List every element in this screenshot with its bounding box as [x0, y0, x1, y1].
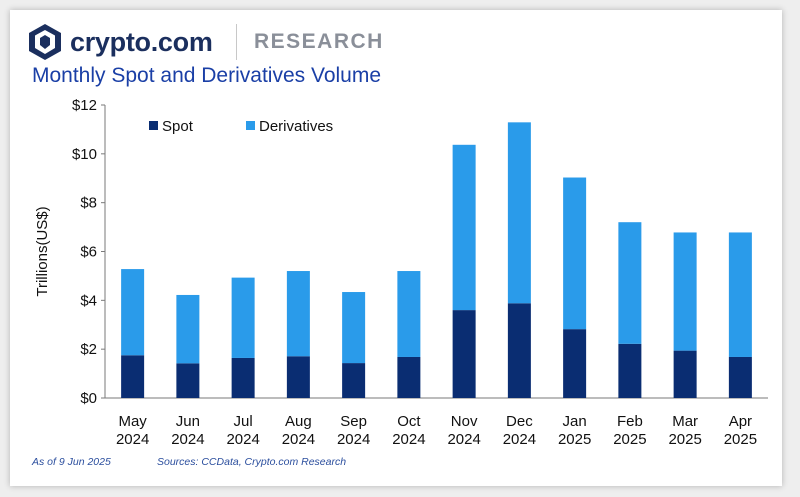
- header-divider: [236, 24, 237, 60]
- section-label: RESEARCH: [254, 30, 384, 53]
- x-tick-label-month: Jan: [563, 413, 587, 430]
- chart-title: Monthly Spot and Derivatives Volume: [32, 64, 382, 87]
- x-tick-label-month: Feb: [617, 413, 643, 430]
- x-tick-label-month: Jun: [176, 413, 200, 430]
- bar-spot-sep-2024: [342, 363, 366, 398]
- x-tick-label-month: Nov: [451, 413, 478, 430]
- x-tick-label-month: Oct: [397, 413, 421, 430]
- brand-name: crypto.com: [70, 26, 213, 57]
- x-tick-label-year: 2024: [392, 431, 425, 448]
- bar-derivatives-oct-2024: [397, 271, 421, 357]
- bar-derivatives-dec-2024: [507, 122, 531, 304]
- bar-spot-jun-2024: [176, 363, 200, 398]
- bar-derivatives-mar-2025: [673, 232, 697, 351]
- x-tick-label-year: 2024: [337, 431, 370, 448]
- x-tick-label-month: Jul: [234, 413, 253, 430]
- y-tick-label: $8: [80, 195, 97, 212]
- x-tick-label-year: 2025: [724, 431, 757, 448]
- bar-spot-may-2024: [121, 355, 145, 398]
- bar-derivatives-jun-2024: [176, 294, 200, 364]
- bar-derivatives-may-2024: [121, 269, 145, 356]
- y-axis-label: Trillions(US$): [34, 206, 51, 296]
- x-tick-label-year: 2024: [282, 431, 315, 448]
- bar-derivatives-apr-2025: [728, 232, 752, 357]
- legend-label-derivatives: Derivatives: [259, 118, 333, 135]
- bar-derivatives-aug-2024: [286, 271, 310, 357]
- bar-spot-nov-2024: [452, 310, 476, 398]
- x-tick-label-year: 2025: [558, 431, 591, 448]
- x-tick-label-year: 2024: [503, 431, 536, 448]
- x-tick-label-year: 2024: [447, 431, 480, 448]
- bar-spot-mar-2025: [673, 350, 697, 398]
- x-tick-label-year: 2024: [226, 431, 259, 448]
- bar-derivatives-jul-2024: [231, 277, 255, 358]
- stacked-bar-chart: $0$2$4$6$8$10$12Trillions(US$)May2024Jun…: [34, 97, 768, 448]
- x-tick-label-month: Sep: [340, 413, 367, 430]
- x-tick-label-year: 2024: [171, 431, 204, 448]
- x-tick-label-year: 2025: [668, 431, 701, 448]
- x-tick-label-month: Dec: [506, 413, 533, 430]
- legend-swatch-derivatives: [246, 121, 255, 130]
- bar-derivatives-feb-2025: [618, 222, 642, 344]
- chart-card: crypto.com RESEARCH Monthly Spot and Der…: [10, 10, 782, 486]
- as-of-note: As of 9 Jun 2025: [32, 456, 111, 468]
- bar-spot-feb-2025: [618, 343, 642, 398]
- legend-label-spot: Spot: [162, 118, 194, 135]
- bar-spot-jan-2025: [563, 329, 587, 398]
- bar-spot-aug-2024: [286, 356, 310, 398]
- brand-logo[interactable]: crypto.com: [28, 22, 213, 62]
- crypto-com-lion-shield-icon: [28, 23, 62, 61]
- bar-derivatives-jan-2025: [563, 177, 587, 330]
- y-tick-label: $2: [80, 341, 97, 358]
- x-tick-label-month: Mar: [672, 413, 698, 430]
- bar-spot-jul-2024: [231, 357, 255, 398]
- x-tick-label-year: 2024: [116, 431, 149, 448]
- y-tick-label: $12: [72, 97, 97, 114]
- bar-spot-oct-2024: [397, 356, 421, 398]
- bar-spot-dec-2024: [507, 303, 531, 398]
- bar-derivatives-sep-2024: [342, 292, 366, 364]
- bar-spot-apr-2025: [728, 356, 752, 398]
- x-tick-label-month: Apr: [729, 413, 752, 430]
- y-tick-label: $6: [80, 244, 97, 261]
- x-tick-label-month: May: [118, 413, 147, 430]
- x-tick-label-year: 2025: [613, 431, 646, 448]
- x-tick-label-month: Aug: [285, 413, 312, 430]
- y-tick-label: $4: [80, 292, 97, 309]
- y-tick-label: $10: [72, 146, 97, 163]
- sources-note: Sources: CCData, Crypto.com Research: [157, 456, 347, 468]
- y-tick-label: $0: [80, 390, 97, 407]
- legend-swatch-spot: [149, 121, 158, 130]
- bar-derivatives-nov-2024: [452, 144, 476, 311]
